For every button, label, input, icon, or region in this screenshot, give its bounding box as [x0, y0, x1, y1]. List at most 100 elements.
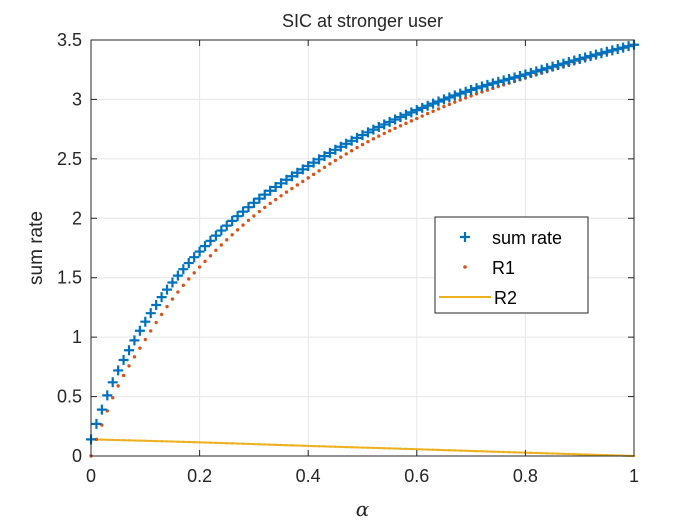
- data-point: [257, 209, 262, 214]
- data-point: [513, 451, 516, 454]
- data-point: [346, 135, 357, 146]
- data-point: [322, 165, 327, 170]
- data-point: [324, 147, 335, 158]
- legend-marker-r1: [463, 265, 467, 269]
- data-point: [216, 225, 227, 236]
- data-point: [596, 48, 607, 59]
- data-point: [268, 201, 272, 206]
- data-point: [590, 49, 601, 60]
- data-point: [585, 51, 596, 62]
- data-point: [311, 172, 316, 177]
- data-point: [469, 94, 473, 98]
- data-point: [296, 444, 299, 447]
- data-point: [133, 439, 136, 442]
- data-point: [436, 107, 441, 111]
- data-point: [383, 447, 386, 450]
- data-point: [225, 441, 228, 445]
- data-point: [116, 438, 120, 442]
- y-tick-label: 0: [72, 446, 82, 466]
- data-point: [344, 152, 348, 156]
- data-point: [203, 441, 207, 444]
- data-point: [290, 186, 294, 191]
- data-point: [453, 100, 457, 104]
- data-point: [127, 439, 131, 442]
- data-point: [258, 443, 261, 446]
- data-point: [601, 46, 612, 57]
- x-tick-label: 0: [86, 466, 96, 486]
- data-point: [514, 70, 525, 81]
- data-point: [328, 162, 332, 166]
- data-point: [345, 445, 348, 449]
- data-point: [393, 126, 397, 131]
- data-point: [475, 449, 478, 453]
- data-point: [542, 63, 553, 74]
- plot-frame: [90, 39, 635, 457]
- data-point: [286, 171, 297, 182]
- data-point: [460, 86, 471, 97]
- x-tick-label: 0.8: [513, 466, 538, 486]
- data-point: [295, 183, 300, 187]
- data-point: [406, 107, 417, 118]
- data-point: [151, 300, 162, 311]
- data-point: [384, 116, 395, 127]
- data-point: [366, 139, 370, 144]
- data-point: [448, 449, 451, 452]
- data-point: [618, 42, 629, 53]
- data-point: [509, 72, 520, 83]
- data-point: [154, 320, 158, 325]
- data-point: [227, 215, 238, 226]
- data-point: [279, 194, 283, 198]
- data-point: [442, 104, 446, 109]
- data-point: [410, 447, 413, 451]
- data-point: [279, 443, 283, 447]
- legend: sum rate R1 R2: [434, 216, 589, 314]
- y-tick-label: 1: [72, 327, 82, 347]
- data-point: [154, 439, 158, 443]
- data-point: [339, 155, 343, 159]
- data-point: [574, 54, 585, 65]
- data-point: [447, 102, 452, 107]
- data-point: [214, 248, 218, 253]
- data-point: [487, 78, 498, 89]
- data-point: [567, 452, 571, 456]
- data-point: [247, 442, 250, 446]
- data-point: [144, 439, 147, 443]
- data-point: [357, 130, 368, 141]
- data-point: [431, 109, 435, 113]
- data-point: [569, 55, 580, 66]
- data-point: [362, 127, 373, 138]
- data-point: [458, 98, 462, 102]
- data-point: [563, 57, 574, 68]
- data-point: [254, 193, 265, 204]
- data-point: [377, 446, 380, 450]
- data-point: [449, 90, 460, 101]
- data-point: [556, 452, 560, 455]
- data-point: [276, 178, 287, 189]
- ticks: [90, 39, 635, 457]
- data-point: [192, 440, 196, 444]
- data-point: [235, 228, 240, 232]
- data-point: [330, 144, 341, 155]
- data-point: [307, 444, 310, 448]
- data-point: [96, 404, 107, 415]
- data-point: [551, 452, 554, 455]
- data-point: [238, 206, 249, 217]
- data-point: [143, 337, 147, 342]
- data-point: [334, 445, 337, 448]
- data-point: [181, 283, 186, 288]
- data-point: [453, 449, 457, 452]
- data-point: [116, 384, 120, 388]
- data-point: [124, 345, 135, 356]
- data-point: [301, 179, 305, 184]
- data-point: [482, 79, 493, 90]
- data-point: [431, 448, 435, 451]
- data-point: [306, 176, 310, 180]
- data-point: [270, 181, 281, 192]
- data-point: [578, 453, 581, 456]
- data-point: [292, 167, 303, 178]
- data-point: [463, 96, 468, 100]
- data-point: [314, 154, 325, 165]
- data-point: [111, 438, 114, 442]
- data-point: [360, 142, 365, 147]
